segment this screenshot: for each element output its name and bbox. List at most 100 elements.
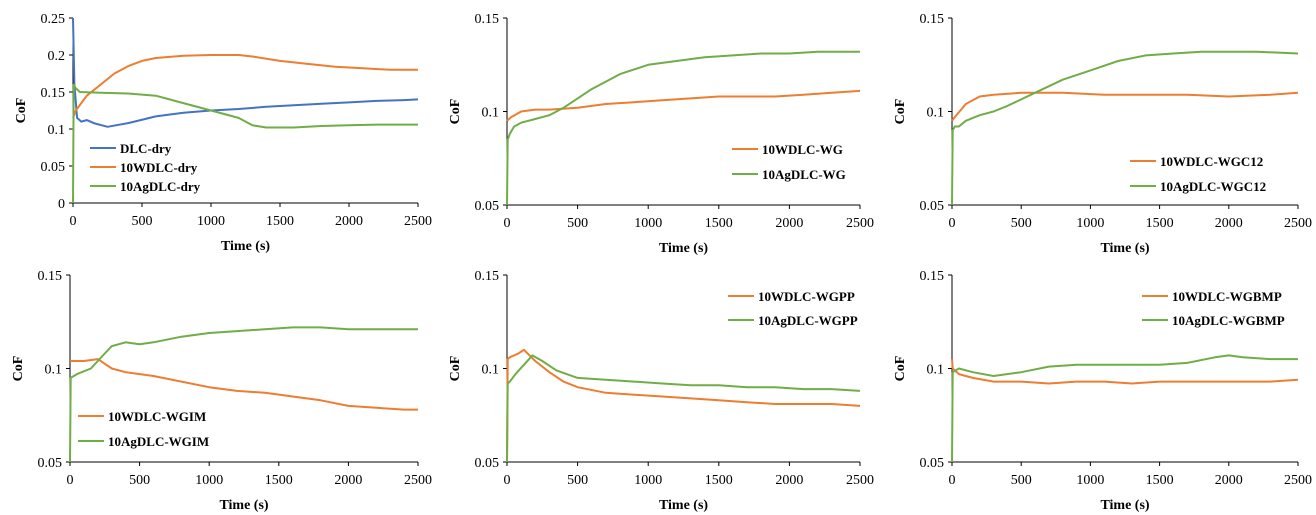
x-axis-label: Time (s) — [1100, 241, 1149, 256]
legend: 10WDLC-WGIM 10AgDLC-WGIM — [78, 409, 209, 449]
x-tick-label: 1000 — [634, 216, 662, 231]
legend-label: 10WDLC-WGIM — [108, 409, 206, 424]
chart-panel-3: 0.05 0.1 0.15 0 500 1000 1500 2000 2500 Time (s) C… — [893, 12, 1312, 256]
y-axis-label: CoF — [11, 356, 26, 382]
legend-label: 10AgDLC-WGIM — [108, 434, 209, 449]
y-tick-label: 0.1 — [927, 363, 945, 378]
x-tick-label: 1000 — [195, 473, 223, 488]
series-line-10AgDLC-WGPP — [506, 354, 861, 463]
x-tick-label: 2000 — [775, 473, 803, 488]
y-tick-label: 0.05 — [920, 456, 945, 471]
series-line-10WDLC-WGPP — [506, 348, 861, 463]
x-tick-label: 500 — [567, 473, 588, 488]
y-tick-label: 0.1 — [482, 106, 500, 121]
legend-label: 10WDLC-WGPP — [758, 289, 855, 304]
y-tick-label: 0.05 — [38, 456, 63, 471]
x-tick-label: 1000 — [1076, 473, 1104, 488]
y-tick-label: 0.15 — [41, 86, 66, 101]
x-tick-label: 2500 — [404, 214, 432, 229]
legend-label: 10AgDLC-WGC12 — [1160, 179, 1266, 194]
series-line-10WDLC-WGIM — [70, 358, 418, 411]
x-tick-label: 0 — [949, 473, 956, 488]
x-tick-label: 500 — [567, 216, 588, 231]
legend: 10WDLC-WGBMP 10AgDLC-WGBMP — [1142, 289, 1285, 328]
x-axis-label: Time (s) — [659, 241, 708, 256]
x-tick-label: 1000 — [1076, 216, 1104, 231]
x-axis-label: Time (s) — [221, 239, 270, 254]
x-tick-label: 2000 — [334, 473, 362, 488]
x-tick-label: 1500 — [705, 216, 733, 231]
x-axis-label: Time (s) — [659, 498, 708, 513]
series-line-10AgDLC-WG — [506, 50, 860, 206]
series-line-10WDLC-WGC12 — [951, 91, 1299, 122]
x-tick-label: 1000 — [197, 214, 225, 229]
x-tick-label: 1500 — [266, 214, 294, 229]
x-tick-label: 1000 — [634, 473, 662, 488]
y-tick-label: 0.05 — [475, 199, 500, 214]
series-line-10WDLC-WG — [506, 89, 861, 122]
x-tick-label: 1500 — [1146, 473, 1174, 488]
x-tick-label: 0 — [67, 473, 74, 488]
x-axis-label: Time (s) — [219, 498, 268, 513]
y-axis-label: CoF — [893, 99, 908, 125]
x-tick-label: 1500 — [1146, 216, 1174, 231]
legend-label: 10AgDLC-WGPP — [758, 313, 858, 328]
x-tick-label: 0 — [504, 216, 511, 231]
y-tick-label: 0.1 — [482, 363, 500, 378]
x-tick-label: 2000 — [775, 216, 803, 231]
legend-label: 10WDLC-dry — [120, 160, 198, 175]
legend-label: DLC-dry — [120, 141, 172, 156]
y-tick-label: 0.05 — [920, 199, 945, 214]
series-line-10WDLC-WGBMP — [951, 359, 1299, 385]
x-tick-label: 2000 — [335, 214, 363, 229]
x-tick-label: 500 — [1011, 216, 1032, 231]
x-tick-label: 2000 — [1215, 473, 1243, 488]
series-line-10AgDLC-WGBMP — [951, 354, 1298, 463]
legend: 10WDLC-WGC12 10AgDLC-WGC12 — [1130, 154, 1266, 194]
x-tick-label: 2500 — [1284, 473, 1312, 488]
chart-panel-5: 0.05 0.1 0.15 0 500 1000 1500 2000 2500 Time (s) C… — [448, 269, 874, 513]
y-tick-label: 0.15 — [920, 269, 945, 284]
y-tick-label: 0 — [58, 197, 65, 212]
x-tick-label: 0 — [504, 473, 511, 488]
x-tick-label: 0 — [949, 216, 956, 231]
legend: 10WDLC-WGPP 10AgDLC-WGPP — [728, 289, 858, 328]
x-tick-label: 2500 — [846, 473, 874, 488]
legend-label: 10WDLC-WG — [762, 142, 843, 157]
y-tick-label: 0.15 — [920, 12, 945, 27]
y-tick-label: 0.15 — [475, 269, 500, 284]
chart-panel-4: 0.05 0.1 0.15 0 500 1000 1500 2000 2500 Time (s) C… — [11, 269, 432, 513]
y-tick-label: 0.1 — [48, 123, 66, 138]
y-tick-label: 0.1 — [927, 106, 945, 121]
x-tick-label: 0 — [70, 214, 77, 229]
x-tick-label: 2000 — [1215, 216, 1243, 231]
y-tick-label: 0.2 — [48, 49, 66, 64]
legend-label: 10WDLC-WGC12 — [1160, 154, 1263, 169]
series-line-10WDLC-dry — [72, 54, 418, 119]
chart-panel-2: 0.05 0.1 0.15 0 500 1000 1500 2000 2500 Time (s) C… — [448, 12, 874, 256]
legend-label: 10WDLC-WGBMP — [1172, 289, 1282, 304]
series-line-10AgDLC-WGC12 — [951, 50, 1299, 206]
y-tick-label: 0.05 — [475, 456, 500, 471]
x-axis-label: Time (s) — [1100, 498, 1149, 513]
legend-label: 10AgDLC-WGBMP — [1172, 313, 1285, 328]
y-tick-label: 0.15 — [475, 12, 500, 27]
x-tick-label: 2500 — [1284, 216, 1312, 231]
y-tick-label: 0.1 — [45, 363, 63, 378]
y-axis-label: CoF — [448, 99, 463, 125]
y-tick-label: 0.25 — [41, 12, 66, 27]
legend-label: 10AgDLC-dry — [120, 179, 201, 194]
x-tick-label: 2500 — [404, 473, 432, 488]
legend-label: 10AgDLC-WG — [762, 167, 846, 182]
x-tick-label: 1500 — [705, 473, 733, 488]
x-tick-label: 1500 — [265, 473, 293, 488]
chart-panel-1: 0 0.05 0.1 0.15 0.2 0.25 0 500 1000 1500 2000 2500 T… — [14, 12, 432, 254]
chart-panel-6: 0.05 0.1 0.15 0 500 1000 1500 2000 2500 Time (s) C… — [893, 269, 1312, 513]
y-tick-label: 0.05 — [41, 160, 66, 175]
y-axis-label: CoF — [893, 356, 908, 382]
x-tick-label: 2500 — [846, 216, 874, 231]
x-tick-label: 500 — [129, 473, 150, 488]
x-tick-label: 500 — [132, 214, 153, 229]
series-line-DLC-dry — [72, 17, 419, 128]
